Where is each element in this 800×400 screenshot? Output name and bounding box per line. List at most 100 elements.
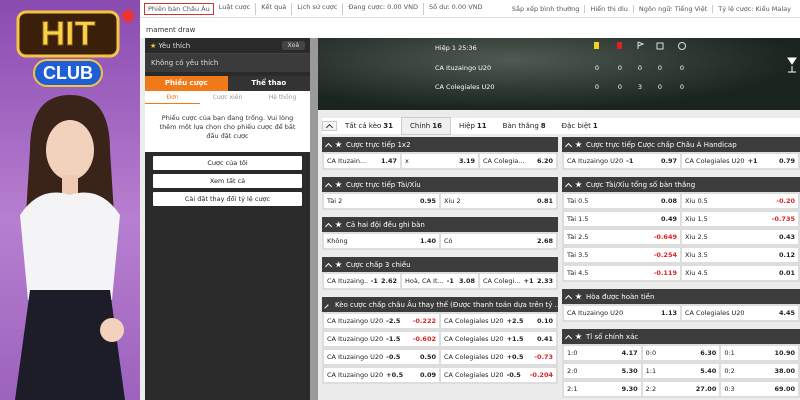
market-row: CA Ituzaingo U20 +0.5 0.09 CA Colegiales U2… [322,366,558,384]
markets-left: Cược trực tiếp 1x2 CA Ituzain... 1.47 x 3.19… [322,137,558,384]
odds-cell[interactable]: CA Colegiales U20 +1.5 0.41 [441,332,556,346]
market-header[interactable]: Hòa được hoàn tiền [562,289,800,304]
odds-cell[interactable]: 0:2 38.00 [721,364,799,378]
odds-value: 4.17 [621,349,638,357]
star-icon[interactable] [335,221,342,228]
slip-subtab[interactable]: Cược xiên [212,94,243,101]
slip-tab[interactable]: Phiếu cược [145,76,228,91]
nav-setting[interactable]: Hiển thị dìu [585,4,634,13]
market-header[interactable]: Cược Tài/Xỉu tổng số bàn thắng [562,177,800,192]
slip-subtab[interactable]: Hệ thống [268,94,297,101]
odds-cell[interactable]: CA Colegiales U20 +1 0.79 [682,154,798,168]
odds-cell[interactable]: 2:1 9.30 [564,382,641,396]
scrollbar[interactable] [310,38,318,400]
odds-cell[interactable]: Tài 0.5 0.08 [564,194,680,208]
odds-cell[interactable]: CA Ituzaingo U20 -0.5 0.50 [324,350,439,364]
star-icon[interactable] [575,141,582,148]
nav-link[interactable]: Lịch sử cược [292,2,344,15]
clear-button[interactable]: Xoá [281,41,305,50]
odds-cell[interactable]: Xỉu 3.5 0.12 [682,248,798,262]
odds-cell[interactable]: Có 2.68 [441,234,556,248]
odds-cell[interactable]: CA Ituzaingo U20 -1.5 -0.602 [324,332,439,346]
odds-value: -0.254 [653,251,677,259]
nav-link[interactable]: Đang cược: 0.00 VND [343,2,424,15]
odds-cell[interactable]: CA Ituzaingo U20 -1 0.97 [564,154,680,168]
odds-cell[interactable]: CA Colegi... +1 2.33 [480,274,556,288]
market-row: 2:1 9.30 2:2 27.00 0:3 69.00 [562,380,800,398]
market-tab[interactable]: Tất cả kèo 31 [337,118,401,134]
odds-cell[interactable]: 0:0 6.30 [642,346,720,360]
odds-cell[interactable]: CA Colegia... 6.20 [480,154,556,168]
slip-tab[interactable]: Thể thao [227,76,310,91]
odds-cell[interactable]: Không 1.40 [324,234,439,248]
empty-slip-message: Phiếu cược của bạn đang trống. Vui lòng … [145,104,310,152]
market-header[interactable]: Cược chấp 3 chiều [322,257,558,272]
odds-cell[interactable]: Hoà, CA It... -1 3.08 [402,274,478,288]
odds-cell[interactable]: Xỉu 0.5 -0.20 [682,194,798,208]
odds-cell[interactable]: CA Ituzaingo U20 -2.5 -0.222 [324,314,439,328]
odds-cell[interactable]: CA Colegiales U20 -0.5 -0.204 [441,368,556,382]
odds-cell[interactable]: Tài 2 0.95 [324,194,439,208]
odds-value: -0.73 [534,353,553,361]
market-header[interactable]: Cả hai đội đều ghi bàn [322,217,558,232]
market-header[interactable]: Kèo cược chấp châu Âu thay thế (Được tha… [322,297,558,312]
odds-cell[interactable]: CA Ituzain... 1.47 [324,154,400,168]
odds-cell[interactable]: 2:0 5.30 [564,364,641,378]
market-header[interactable]: Cược trực tiếp Cược chấp Châu Á Handicap [562,137,800,152]
star-icon[interactable] [335,141,342,148]
odds-cell[interactable]: CA Colegiales U20 +2.5 0.10 [441,314,556,328]
market-header[interactable]: Tỉ số chính xác [562,329,800,344]
odds-cell[interactable]: 2:2 27.00 [642,382,720,396]
odds-cell[interactable]: CA Colegiales U20 4.45 [682,306,798,320]
odds-cell[interactable]: CA Colegiales U20 +0.5 -0.73 [441,350,556,364]
market-header[interactable]: Cược trực tiếp Tài/Xỉu [322,177,558,192]
odds-cell[interactable]: CA Ituzaingo U20 +0.5 0.09 [324,368,439,382]
star-icon[interactable] [335,261,342,268]
market-tab[interactable]: Bàn thắng 8 [495,118,554,134]
odds-cell[interactable]: Tài 2.5 -0.649 [564,230,680,244]
odds-cell[interactable]: Xỉu 2 0.81 [441,194,556,208]
odds-cell[interactable]: x 3.19 [402,154,478,168]
market: Tỉ số chính xác 1:0 4.17 0:0 6.30 0:1 10.90 2:0… [562,329,800,398]
odds-cell[interactable]: 1:1 5.40 [642,364,720,378]
star-icon[interactable] [575,293,582,300]
odds-cell[interactable]: Tài 1.5 0.49 [564,212,680,226]
nav-link[interactable]: Kết quả [256,2,293,15]
odds-cell[interactable]: CA Ituzaing... -1 2.62 [324,274,400,288]
nav-link[interactable]: Số dư: 0.00 VND [429,2,483,11]
odds-cell[interactable]: Xỉu 2.5 0.43 [682,230,798,244]
sidebar-button[interactable]: Cược của tôi [153,156,302,170]
nav-setting[interactable]: Sắp xếp bình thường [507,4,586,13]
sidebar-button[interactable]: Xem tất cả [153,174,302,188]
odds-cell[interactable]: CA Ituzaingo U20 1.13 [564,306,680,320]
odds-cell[interactable]: 0:1 10.90 [721,346,799,360]
nav-setting[interactable]: Ngôn ngữ: Tiếng Việt [634,4,714,13]
collapse-icon [564,334,573,342]
selection-label: CA Colegiales U20 [444,317,504,325]
nav-setting[interactable]: Tỷ lệ cược: Kiểu Malay [718,4,791,13]
market-row: CA Ituzaingo U20 -1.5 -0.602 CA Colegiales … [322,330,558,348]
star-icon[interactable] [575,333,582,340]
selection-label: 0:0 [645,349,657,357]
odds-cell[interactable]: 0:3 69.00 [721,382,799,396]
star-icon[interactable] [335,181,342,188]
odds-cell[interactable]: Xỉu 4.5 0.01 [682,266,798,280]
market-tab[interactable]: Hiệp 11 [451,118,495,134]
handicap-line: +1.5 [506,335,524,343]
handicap-line: +1 [523,277,534,285]
nav-link[interactable]: Luật cược [214,2,257,15]
market-tab[interactable]: Chính 16 [401,117,451,135]
selection-label: CA Colegia... [483,157,525,165]
market-header[interactable]: Cược trực tiếp 1x2 [322,137,558,152]
odds-cell[interactable]: 1:0 4.17 [564,346,641,360]
star-icon[interactable] [575,181,582,188]
slip-subtab[interactable]: Đơn [145,91,200,104]
odds-cell[interactable]: Xỉu 1.5 -0.735 [682,212,798,226]
selection-label: CA Colegiales U20 [685,157,745,165]
market-tab[interactable]: Đặc biệt 1 [554,118,606,134]
sidebar-button[interactable]: Cài đặt thay đổi tỷ lệ cược [153,192,302,206]
collapse-toggle[interactable] [322,121,337,132]
nav-link[interactable]: Phiên bản Châu Âu [144,2,214,15]
odds-cell[interactable]: Tài 3.5 -0.254 [564,248,680,262]
odds-cell[interactable]: Tài 4.5 -0.119 [564,266,680,280]
